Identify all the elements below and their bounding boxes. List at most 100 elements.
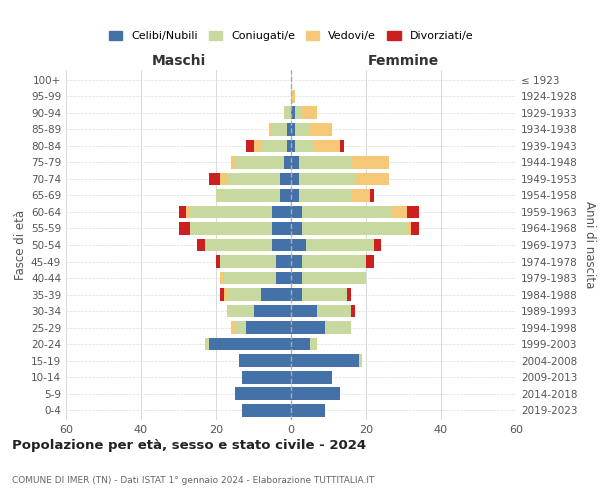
Bar (227, 172, 280, 186)
Bar (291, 288, 302, 301)
Bar (291, 321, 325, 334)
Bar (366, 255, 373, 268)
Bar (295, 106, 302, 120)
Bar (239, 354, 291, 367)
Bar (261, 140, 287, 152)
Bar (205, 238, 272, 252)
Bar (276, 272, 291, 284)
Bar (220, 272, 223, 284)
Bar (392, 206, 407, 218)
Bar (351, 189, 370, 202)
Bar (284, 106, 291, 120)
Bar (223, 288, 227, 301)
Bar (291, 222, 302, 235)
Bar (355, 172, 389, 186)
Bar (242, 370, 291, 384)
Bar (351, 156, 389, 169)
Bar (235, 387, 291, 400)
Bar (325, 321, 351, 334)
Text: Popolazione per età, sesso e stato civile - 2024: Popolazione per età, sesso e stato civil… (12, 440, 366, 452)
Bar (291, 123, 295, 136)
Bar (235, 156, 284, 169)
Bar (276, 255, 291, 268)
Bar (407, 222, 411, 235)
Bar (299, 156, 351, 169)
Y-axis label: Anni di nascita: Anni di nascita (583, 202, 596, 288)
Bar (227, 288, 261, 301)
Bar (246, 140, 254, 152)
Bar (291, 106, 295, 120)
Bar (216, 189, 280, 202)
Bar (227, 304, 254, 318)
Bar (291, 304, 317, 318)
Bar (291, 90, 295, 103)
Bar (287, 140, 291, 152)
Bar (272, 222, 291, 235)
Text: COMUNE DI IMER (TN) - Dati ISTAT 1° gennaio 2024 - Elaborazione TUTTITALIA.IT: COMUNE DI IMER (TN) - Dati ISTAT 1° genn… (12, 476, 374, 485)
Y-axis label: Fasce di età: Fasce di età (14, 210, 27, 280)
Bar (295, 123, 310, 136)
Bar (302, 206, 392, 218)
Bar (310, 123, 332, 136)
Bar (411, 222, 419, 235)
Bar (359, 354, 362, 367)
Bar (280, 172, 291, 186)
Bar (291, 238, 306, 252)
Bar (220, 172, 227, 186)
Bar (272, 206, 291, 218)
Bar (269, 123, 272, 136)
Bar (299, 172, 355, 186)
Bar (291, 370, 332, 384)
Bar (299, 189, 351, 202)
Bar (317, 304, 351, 318)
Bar (190, 206, 272, 218)
Bar (179, 222, 190, 235)
Bar (287, 123, 291, 136)
Bar (254, 304, 291, 318)
Bar (291, 338, 310, 350)
Bar (220, 255, 276, 268)
Bar (291, 172, 299, 186)
Bar (242, 404, 291, 416)
Bar (179, 206, 186, 218)
Bar (347, 288, 351, 301)
Bar (302, 255, 366, 268)
Bar (209, 338, 291, 350)
Bar (261, 288, 291, 301)
Bar (246, 321, 291, 334)
Bar (351, 304, 355, 318)
Bar (291, 387, 340, 400)
Bar (291, 140, 295, 152)
Bar (291, 272, 302, 284)
Bar (186, 206, 190, 218)
Bar (231, 156, 235, 169)
Bar (209, 172, 220, 186)
Text: Maschi: Maschi (151, 54, 206, 68)
Bar (284, 156, 291, 169)
Bar (310, 338, 317, 350)
Bar (370, 189, 373, 202)
Bar (291, 255, 302, 268)
Bar (373, 238, 381, 252)
Bar (216, 255, 220, 268)
Bar (291, 206, 302, 218)
Bar (291, 189, 299, 202)
Bar (407, 206, 419, 218)
Legend: Celibi/Nubili, Coniugati/e, Vedovi/e, Divorziati/e: Celibi/Nubili, Coniugati/e, Vedovi/e, Di… (104, 26, 478, 46)
Bar (220, 288, 223, 301)
Bar (190, 222, 272, 235)
Bar (340, 140, 343, 152)
Bar (302, 288, 347, 301)
Bar (291, 404, 325, 416)
Bar (254, 140, 261, 152)
Bar (314, 140, 340, 152)
Bar (306, 238, 373, 252)
Bar (291, 156, 299, 169)
Bar (231, 321, 235, 334)
Text: Femmine: Femmine (368, 54, 439, 68)
Bar (302, 222, 407, 235)
Bar (272, 238, 291, 252)
Bar (295, 140, 314, 152)
Bar (291, 354, 359, 367)
Bar (302, 272, 366, 284)
